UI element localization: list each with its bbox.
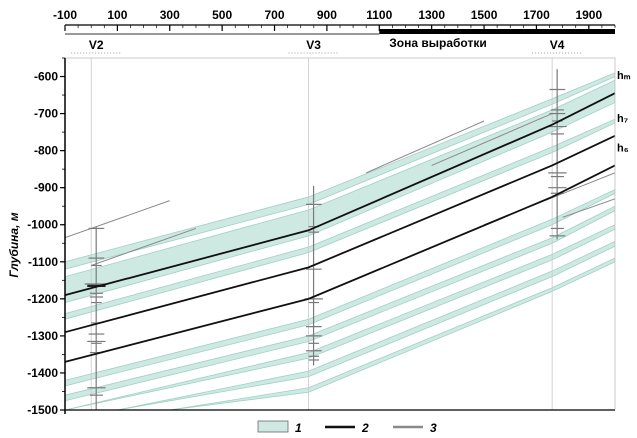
x-tick-label-7: 1300 <box>418 8 445 22</box>
series-line-2 <box>64 164 616 363</box>
y-tick-label-9: -1500 <box>27 403 58 417</box>
series-label-0: hₘ <box>617 70 631 82</box>
y-tick-label-3: -900 <box>34 181 58 195</box>
well-logs-layer <box>84 58 567 410</box>
band-4 <box>65 205 615 402</box>
x-tick-label-6: 1100 <box>366 8 392 22</box>
zone-label: Зона выработки <box>389 36 486 50</box>
series-label-1: h₇ <box>617 113 628 125</box>
well-label-2: V4 <box>550 38 565 52</box>
y-tick-label-8: -1400 <box>27 366 58 380</box>
x-tick-label-10: 1900 <box>575 8 602 22</box>
legend-label-1: 2 <box>361 421 369 435</box>
bands-layer <box>65 72 615 410</box>
band-3 <box>65 189 615 387</box>
series-line-1 <box>64 134 616 334</box>
x-tick-label-9: 1700 <box>523 8 550 22</box>
band-1 <box>65 72 615 270</box>
x-tick-label-1: 100 <box>107 8 127 22</box>
horizon-lines-layer: hₘ h₇ h₆ <box>64 70 631 363</box>
x-tick-label-0: -100 <box>53 8 77 22</box>
legend-label-0: 1 <box>295 421 302 435</box>
y-tick-label-0: -600 <box>34 70 58 84</box>
x-tick-label-4: 700 <box>265 8 285 22</box>
thin-line-1 <box>91 227 197 266</box>
y-tick-label-1: -700 <box>34 107 58 121</box>
x-tick-label-3: 500 <box>212 8 232 22</box>
thin-line-2 <box>365 120 485 174</box>
y-axis-label: Глубина, м <box>7 212 21 277</box>
legend-label-2: 3 <box>430 421 437 435</box>
band-2 <box>65 118 615 320</box>
legend-swatch-0 <box>257 420 289 433</box>
y-tick-label-5: -1100 <box>28 255 58 269</box>
y-tick-label-7: -1300 <box>27 329 58 343</box>
band-0 <box>65 79 615 303</box>
zone-bar <box>379 29 615 34</box>
series-line-0 <box>64 92 616 297</box>
well-label-1: V3 <box>306 38 321 52</box>
thin-line-5 <box>562 198 615 218</box>
x-tick-label-8: 1500 <box>471 8 498 22</box>
series-label-2: h₆ <box>617 142 629 154</box>
band-7 <box>169 257 615 410</box>
band-5 <box>65 224 615 410</box>
well-label-0: V2 <box>89 38 104 52</box>
y-tick-label-6: -1200 <box>27 292 58 306</box>
legend: 1 2 3 <box>257 420 437 435</box>
top-axis-layer: -100 100 300 500 700 900 1100 1300 1500 1700 1900 З… <box>53 8 616 54</box>
x-tick-label-2: 300 <box>160 8 180 22</box>
axes-layer: -600 -700 -800 -900 -1000 -1100 -1200 -1300 -140… <box>27 57 616 417</box>
y-tick-label-2: -800 <box>34 144 58 158</box>
band-6 <box>117 240 615 410</box>
thin-line-3 <box>431 113 553 166</box>
thin-line-0 <box>65 200 170 239</box>
x-tick-label-5: 900 <box>317 8 337 22</box>
y-tick-label-4: -1000 <box>27 218 58 232</box>
